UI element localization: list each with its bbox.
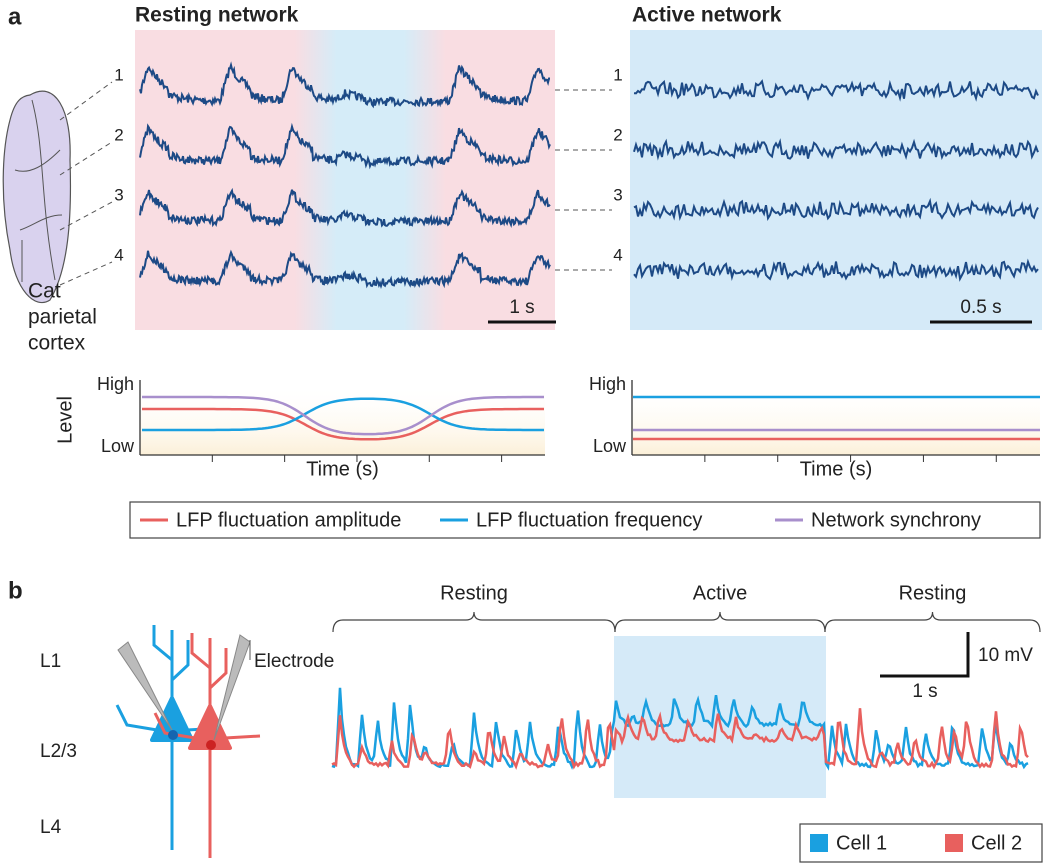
panel-title: Active network — [632, 4, 782, 27]
active-trace — [633, 79, 1039, 102]
y-tick-label: High — [97, 374, 134, 394]
cell2-trace — [331, 708, 1029, 770]
scale-label: 1 s — [509, 297, 534, 318]
channel-label: 4 — [114, 245, 123, 264]
electrode — [213, 634, 251, 741]
scale-label: 0.5 s — [960, 297, 1001, 318]
channel-label: 2 — [613, 125, 622, 144]
connector — [59, 261, 113, 286]
synchrony-curve — [142, 395, 544, 436]
legend-label: Cell 1 — [836, 832, 887, 854]
brace — [614, 611, 826, 633]
resting-trace — [139, 249, 551, 289]
x-axis-label: Time (s) — [800, 458, 873, 480]
layer-label: L1 — [40, 651, 61, 672]
state-label: Resting — [899, 582, 967, 604]
active-trace — [633, 197, 1039, 222]
electrode-tip — [168, 730, 178, 740]
legend-swatch — [810, 834, 828, 852]
legend-box — [799, 823, 1043, 863]
legend-box — [129, 501, 1041, 539]
connector — [59, 81, 113, 121]
channel-label: 1 — [613, 65, 622, 84]
legend-label: Cell 2 — [971, 832, 1022, 854]
level-background — [632, 385, 1040, 455]
state-label: Resting — [440, 582, 508, 604]
scale-label: 1 s — [912, 681, 937, 702]
cortex-outline — [2, 90, 72, 304]
active-background — [630, 30, 1042, 330]
legend-label: LFP fluctuation amplitude — [176, 509, 401, 531]
electrode-label: Electrode — [254, 651, 334, 672]
y-tick-label: High — [589, 374, 626, 394]
cortex-sulcus — [14, 99, 63, 281]
panel-label: a — [8, 3, 22, 30]
dendrite — [115, 625, 223, 850]
channel-label: 1 — [114, 65, 123, 84]
active-trace — [633, 138, 1039, 161]
channel-label: 2 — [114, 125, 123, 144]
panel-title: Resting network — [135, 4, 299, 27]
channel-label: 3 — [613, 185, 622, 204]
y-axis-label: Level — [54, 396, 76, 444]
brace — [824, 611, 1041, 633]
brace — [332, 611, 616, 633]
resting-trace — [139, 61, 550, 109]
active-trace — [633, 258, 1039, 282]
level-background — [140, 385, 545, 455]
x-axis-label: Time (s) — [306, 458, 379, 480]
legend-swatch — [945, 834, 963, 852]
electrode-tip — [206, 740, 216, 750]
y-tick-label: Low — [593, 436, 627, 456]
legend-label: Network synchrony — [811, 509, 981, 531]
dendrite — [153, 633, 261, 858]
frequency-curve — [142, 397, 544, 432]
region-label: Cat — [28, 280, 61, 303]
scale-label: 10 mV — [978, 645, 1033, 666]
resting-trace — [139, 122, 551, 170]
layer-label: L2/3 — [40, 741, 77, 762]
region-label: parietal — [28, 306, 97, 329]
y-tick-label: Low — [101, 436, 135, 456]
legend-label: LFP fluctuation frequency — [476, 509, 702, 531]
electrode — [117, 641, 173, 731]
resting-background — [135, 30, 555, 330]
panel-label: b — [8, 577, 23, 604]
region-label: cortex — [28, 332, 86, 355]
connector — [59, 201, 113, 231]
state-label: Active — [693, 582, 747, 604]
channel-label: 3 — [114, 185, 123, 204]
connector — [59, 141, 113, 176]
layer-label: L4 — [40, 817, 62, 838]
amplitude-curve — [142, 407, 544, 441]
scale-bar — [880, 632, 970, 678]
resting-trace — [139, 187, 551, 229]
channel-label: 4 — [613, 245, 622, 264]
